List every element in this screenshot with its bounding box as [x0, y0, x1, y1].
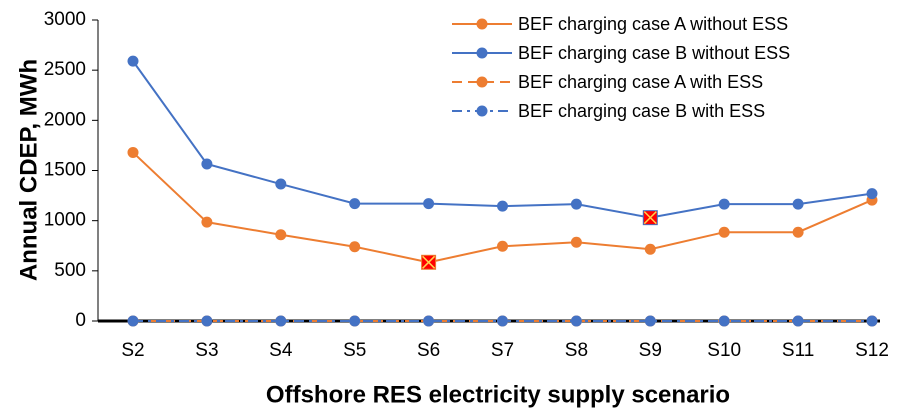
y-tick-label: 500	[54, 260, 86, 281]
legend-marker	[476, 47, 488, 59]
point	[718, 315, 730, 327]
point	[497, 315, 508, 327]
x-tick-label: S8	[565, 340, 588, 361]
point	[792, 315, 804, 327]
point	[349, 241, 361, 253]
point	[275, 315, 287, 327]
point	[718, 226, 730, 238]
x-tick-label: S4	[269, 340, 293, 361]
y-tick-label: 2000	[44, 109, 86, 130]
x-tick-label: S2	[121, 340, 144, 361]
x-tick-label: S9	[639, 340, 662, 361]
point	[201, 216, 213, 228]
point	[201, 315, 213, 327]
y-tick-label: 2500	[44, 59, 86, 80]
x-tick-label: S6	[417, 340, 440, 361]
x-tick-label: S5	[343, 340, 366, 361]
point	[792, 198, 804, 210]
x-tick-label: S3	[195, 340, 218, 361]
point	[866, 188, 878, 200]
point	[570, 198, 582, 210]
x-tick-label: S7	[491, 340, 514, 361]
legend-label: BEF charging case B without ESS	[518, 43, 790, 63]
legend-label: BEF charging case A without ESS	[518, 14, 788, 34]
point	[201, 158, 213, 170]
legend-marker	[476, 105, 488, 117]
point	[349, 198, 361, 210]
point	[718, 198, 730, 210]
point	[423, 315, 435, 327]
x-tick-label: S11	[782, 340, 814, 361]
legend-box	[448, 8, 894, 146]
point	[497, 200, 508, 212]
y-tick-label: 1000	[44, 210, 86, 231]
legend-label: BEF charging case B with ESS	[518, 101, 765, 121]
highlight-marker	[421, 254, 437, 270]
y-axis-title: Annual CDEP, MWh	[15, 59, 42, 281]
point	[570, 315, 582, 327]
point	[866, 315, 878, 327]
point	[644, 243, 656, 255]
y-tick-label: 1500	[44, 160, 86, 181]
highlight-marker	[642, 210, 658, 226]
point	[423, 198, 435, 210]
point	[275, 178, 287, 190]
x-tick-label: S10	[707, 340, 741, 361]
x-axis-title: Offshore RES electricity supply scenario	[266, 381, 730, 408]
legend-marker	[476, 18, 488, 30]
point	[275, 229, 287, 241]
point	[644, 315, 656, 327]
point	[497, 240, 508, 252]
point	[127, 315, 139, 327]
x-tick-label: S12	[855, 340, 889, 361]
y-tick-label: 0	[75, 310, 86, 331]
y-tick-label: 3000	[44, 9, 86, 30]
point	[127, 146, 139, 158]
highlight-cross	[422, 255, 436, 269]
point	[349, 315, 361, 327]
highlight-cross	[643, 211, 657, 225]
point	[127, 55, 139, 67]
legend-label: BEF charging case A with ESS	[518, 72, 763, 92]
legend-marker	[476, 76, 488, 88]
point	[570, 236, 582, 248]
point	[792, 226, 804, 238]
